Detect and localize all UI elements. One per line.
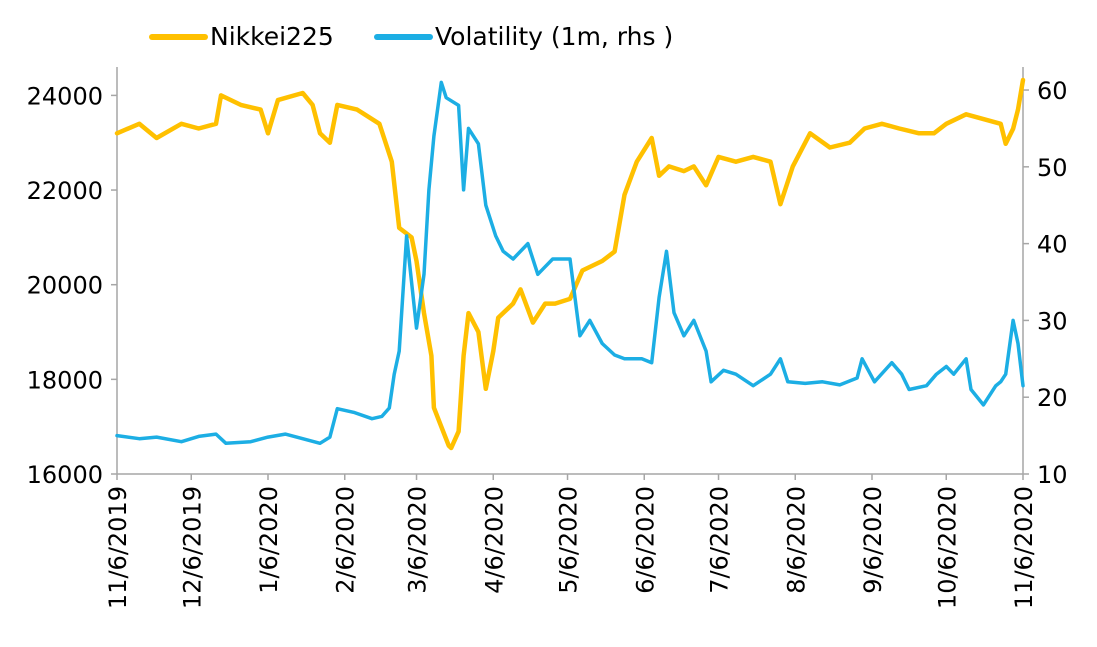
x-tick-label: 6/6/2020 [631,486,659,594]
series-line-nikkei225 [114,77,1026,451]
x-tick-label: 4/6/2020 [480,486,508,594]
legend-label-nikkei225: Nikkei225 [210,22,334,51]
series-line-volatility [115,80,1025,446]
x-tick-label: 9/6/2020 [859,486,887,594]
y-left-tick-label: 18000 [27,366,103,394]
y-right-tick-label: 10 [1037,461,1068,489]
x-tick-label: 11/6/2020 [1010,486,1038,609]
y-right-tick-label: 30 [1037,307,1068,335]
x-tick-label: 3/6/2020 [404,486,432,594]
y-right-tick-label: 50 [1037,154,1068,182]
y-left-tick-label: 22000 [27,177,103,205]
x-tick-label: 11/6/2019 [104,486,132,609]
x-tick-label: 8/6/2020 [782,486,810,594]
series-layer [114,77,1026,451]
x-tick-label: 10/6/2020 [933,486,961,609]
y-left-tick-label: 20000 [27,272,103,300]
y-right-tick-label: 20 [1037,384,1068,412]
x-tick-label: 12/6/2019 [178,486,206,609]
y-left-tick-label: 24000 [27,82,103,110]
legend: Nikkei225 Volatility (1m, rhs ) [149,22,673,51]
legend-label-volatility: Volatility (1m, rhs ) [435,22,673,51]
y-right-tick-label: 40 [1037,231,1068,259]
y-left-tick-label: 16000 [27,461,103,489]
x-tick-label: 1/6/2020 [255,486,283,594]
axes: 16000 18000 20000 22000 24000 10 20 30 40 50 60 11/… [27,67,1068,609]
x-tick-label: 7/6/2020 [706,486,734,594]
y-right-tick-label: 60 [1037,77,1068,105]
x-tick-label: 2/6/2020 [332,486,360,594]
x-tick-label: 5/6/2020 [555,486,583,594]
